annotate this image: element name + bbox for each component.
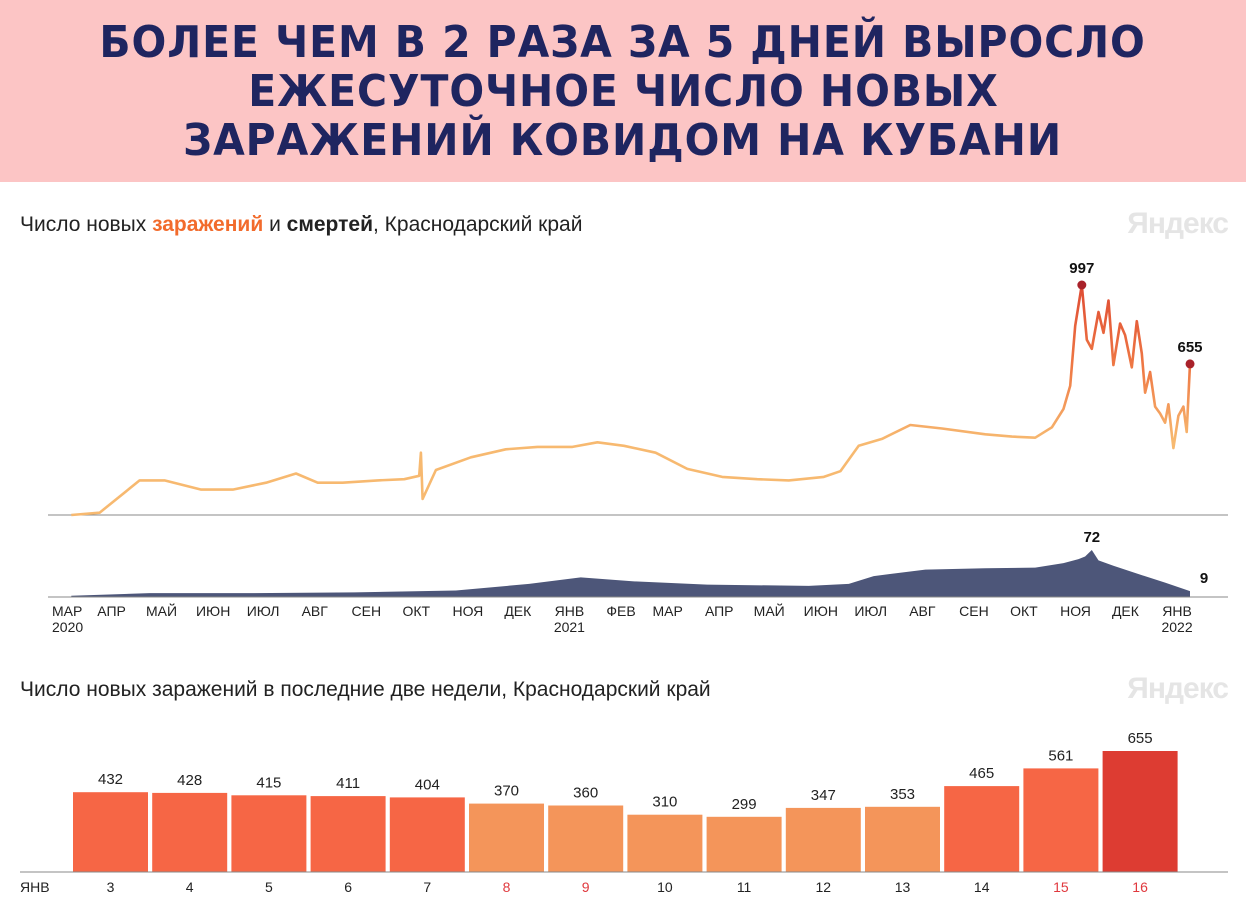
bar [1102, 751, 1178, 872]
month-tick-label: МАР [652, 603, 682, 619]
month-tick-label: МАР [52, 603, 82, 619]
year-tick-label: 2021 [554, 619, 585, 635]
month-tick-label: ДЕК [1112, 603, 1140, 619]
bar-day-label: 10 [657, 879, 673, 895]
bar-day-label: 4 [186, 879, 194, 895]
title-part-infections: заражений [152, 213, 264, 236]
bar-value-label: 428 [177, 772, 202, 789]
title-part-and: и [263, 213, 287, 236]
infections-value-label: 997 [1069, 260, 1094, 277]
bar-day-label: 16 [1132, 879, 1148, 895]
headline-line-3: ЗАРАЖЕНИЙ КОВИДОМ НА КУБАНИ [183, 114, 1063, 166]
bar-value-label: 347 [811, 787, 836, 804]
bar-value-label: 299 [732, 796, 757, 813]
bar-day-label: 5 [265, 879, 273, 895]
bar-day-label: 14 [974, 879, 990, 895]
headline-line-2: ЕЖЕСУТОЧНОЕ ЧИСЛО НОВЫХ [247, 65, 999, 117]
deaths-value-label: 9 [1200, 570, 1208, 587]
bar-day-label: 8 [503, 879, 511, 895]
month-tick-label: МАЙ [146, 602, 177, 619]
headline-line-1: БОЛЕЕ ЧЕМ В 2 РАЗА ЗА 5 ДНЕЙ ВЫРОСЛО [99, 16, 1147, 68]
month-tick-label: ИЮЛ [247, 603, 280, 619]
yandex-watermark-top: Яндекс [1127, 207, 1229, 240]
bar [469, 803, 544, 872]
bar [231, 795, 307, 872]
bar [1023, 768, 1099, 872]
month-tick-label: ФЕВ [606, 603, 635, 619]
bar-value-label: 360 [573, 785, 598, 802]
bar [627, 814, 703, 872]
month-tick-label: ОКТ [402, 603, 430, 619]
infections-line [71, 283, 1192, 517]
infections-value-label: 655 [1178, 339, 1203, 356]
bar-value-label: 310 [652, 794, 677, 811]
month-tick-label: ЯНВ [1162, 603, 1192, 619]
infections-marker [1185, 359, 1195, 369]
bar-value-label: 411 [336, 775, 360, 792]
deaths-value-label: 72 [1083, 529, 1100, 546]
title-part-region: , Краснодарский край [372, 213, 583, 236]
month-tick-label: АВГ [302, 603, 329, 619]
bar-day-label: 11 [737, 879, 752, 895]
bar [73, 792, 148, 872]
yandex-watermark-bottom: Яндекс [1127, 672, 1229, 705]
bar-value-label: 655 [1128, 730, 1153, 747]
month-tick-label: ИЮН [196, 603, 230, 619]
bar-value-label: 561 [1048, 747, 1073, 764]
two-week-bar-chart: 432 3 428 4 415 5 411 6 404 7 370 8 360 9 310 10 299 11 34… [20, 730, 1228, 895]
month-tick-label: МАЙ [754, 602, 785, 619]
month-tick-label: АПР [97, 603, 126, 619]
bar-day-label: 7 [423, 879, 431, 895]
bar [865, 806, 940, 872]
month-tick-label: ИЮЛ [854, 603, 887, 619]
title-part-deaths: смертей [286, 213, 373, 236]
month-tick-label: ИЮН [804, 603, 838, 619]
year-tick-label: 2020 [52, 619, 83, 635]
month-tick-label: СЕН [959, 603, 989, 619]
bar [310, 796, 386, 872]
bar-day-label: 13 [895, 879, 911, 895]
bar [785, 807, 861, 872]
month-tick-label: ЯНВ [555, 603, 585, 619]
month-tick-label: АПР [705, 603, 734, 619]
bar-day-label: 12 [816, 879, 832, 895]
bar-value-label: 370 [494, 783, 519, 800]
month-tick-label: НОЯ [1060, 603, 1091, 619]
title-part-1: Число новых [20, 213, 153, 236]
bar-value-label: 404 [415, 776, 440, 793]
bar [944, 786, 1020, 872]
bar-value-label: 415 [256, 774, 281, 791]
deaths-area [71, 550, 1190, 597]
line-chart-title: Число новых заражений и смертей, Краснод… [20, 213, 582, 237]
headline-banner: БОЛЕЕ ЧЕМ В 2 РАЗА ЗА 5 ДНЕЙ ВЫРОСЛО ЕЖЕ… [0, 0, 1246, 182]
bar-day-label: 15 [1053, 879, 1069, 895]
month-tick-label: НОЯ [452, 603, 483, 619]
bar [548, 805, 624, 872]
month-tick-label: СЕН [352, 603, 382, 619]
bar [706, 816, 782, 872]
bar-value-label: 353 [890, 786, 915, 803]
bar [389, 797, 465, 872]
bar [152, 792, 228, 872]
month-tick-label: ОКТ [1010, 603, 1038, 619]
bar-day-label: 3 [107, 879, 115, 895]
infections-marker [1077, 280, 1087, 290]
bar-value-label: 465 [969, 765, 994, 782]
month-tick-label: АВГ [909, 603, 936, 619]
bar-day-label: 9 [582, 879, 590, 895]
year-tick-label: 2022 [1161, 619, 1192, 635]
bar-month-label: ЯНВ [20, 879, 50, 895]
month-tick-label: ДЕК [504, 603, 532, 619]
bar-chart-title: Число новых заражений в последние две не… [20, 678, 711, 701]
bar-day-label: 6 [344, 879, 352, 895]
bar-value-label: 432 [98, 771, 123, 788]
